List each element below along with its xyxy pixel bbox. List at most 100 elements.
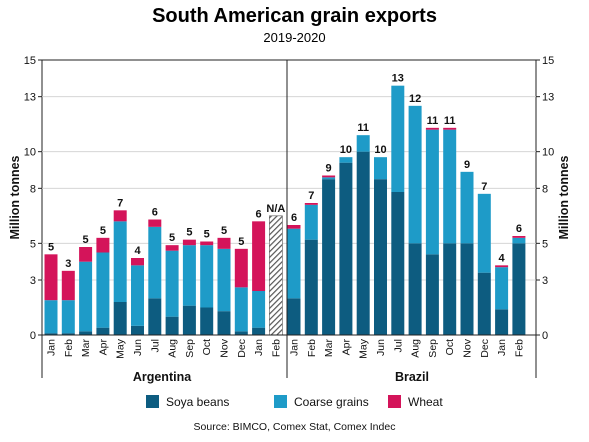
x-tick-label: Aug bbox=[167, 339, 179, 358]
data-label: 6 bbox=[516, 223, 522, 235]
bar-brazil-soya-beans bbox=[477, 272, 491, 335]
data-label: N/A bbox=[266, 203, 285, 215]
bar-brazil-coarse-grains bbox=[287, 228, 301, 299]
legend-label: Coarse grains bbox=[294, 395, 369, 409]
y-tick-label-right: 10 bbox=[542, 147, 554, 159]
x-tick-label: Nov bbox=[219, 338, 231, 357]
bar-argentina-soya-beans bbox=[79, 331, 93, 335]
bar-brazil-coarse-grains bbox=[425, 129, 439, 255]
bar-brazil-coarse-grains bbox=[512, 237, 526, 244]
data-label: 5 bbox=[238, 236, 244, 248]
bar-brazil-soya-beans bbox=[287, 298, 301, 335]
x-tick-label: Jan bbox=[496, 339, 508, 356]
bar-brazil-soya-beans bbox=[304, 239, 318, 335]
x-tick-label: Jan bbox=[253, 339, 265, 356]
data-label: 10 bbox=[374, 144, 386, 156]
x-tick-label: Dec bbox=[236, 339, 248, 358]
bar-argentina-coarse-grains bbox=[200, 245, 214, 308]
x-tick-label: Jun bbox=[375, 339, 387, 356]
x-tick-label: Mar bbox=[323, 339, 335, 358]
bar-brazil-wheat bbox=[322, 175, 336, 178]
x-tick-label: Feb bbox=[306, 339, 318, 357]
y-tick-label-left: 3 bbox=[30, 275, 36, 287]
x-tick-label: Aug bbox=[410, 339, 422, 358]
bar-argentina-coarse-grains bbox=[217, 248, 231, 312]
month-labels: Jan Feb Mar Apr May Jun Jul Aug Sep Oct Nov Dec Jan F… bbox=[46, 338, 526, 359]
y-tick-label-right: 15 bbox=[542, 55, 554, 67]
x-tick-label: May bbox=[115, 338, 127, 359]
bar-brazil-coarse-grains bbox=[443, 129, 457, 244]
bar-brazil-coarse-grains bbox=[304, 204, 318, 240]
y-axis-title-right: Million tonnes bbox=[557, 155, 571, 239]
data-label: 5 bbox=[169, 232, 175, 244]
bar-argentina-wheat bbox=[96, 237, 110, 253]
bar-brazil-soya-beans bbox=[374, 179, 387, 335]
data-label: 6 bbox=[152, 207, 158, 219]
y-tick-label-right: 8 bbox=[542, 183, 548, 195]
source-note: Source: BIMCO, Comex Stat, Comex Indec bbox=[194, 421, 396, 433]
legend-label: Soya beans bbox=[166, 395, 229, 409]
x-tick-label: Jul bbox=[149, 339, 161, 352]
bar-argentina-coarse-grains bbox=[61, 300, 75, 334]
x-tick-label: Nov bbox=[462, 338, 474, 357]
chart-title: South American grain exports bbox=[152, 5, 437, 27]
y-tick-label-left: 8 bbox=[30, 183, 36, 195]
data-label: 3 bbox=[65, 258, 71, 270]
bar-argentina-soya-beans bbox=[200, 307, 214, 335]
bar-brazil-wheat bbox=[425, 127, 439, 130]
bar-argentina-soya-beans bbox=[148, 298, 162, 335]
chart-subtitle: 2019-2020 bbox=[263, 30, 325, 45]
x-tick-label: Oct bbox=[444, 339, 456, 355]
x-tick-label: Sep bbox=[184, 339, 196, 358]
y-tick-label-left: 10 bbox=[24, 147, 36, 159]
bar-argentina-coarse-grains bbox=[131, 265, 144, 326]
x-tick-label: Feb bbox=[513, 339, 525, 357]
x-tick-label: Mar bbox=[80, 339, 92, 358]
bar-argentina-coarse-grains bbox=[79, 261, 93, 332]
y-tick-label-right: 3 bbox=[542, 275, 548, 287]
bar-argentina-wheat bbox=[234, 248, 248, 288]
bar-argentina-coarse-grains bbox=[252, 291, 266, 328]
bar-brazil-wheat bbox=[443, 127, 457, 130]
y-axis-title-left: Million tonnes bbox=[8, 155, 22, 239]
bar-brazil-wheat bbox=[512, 236, 526, 238]
bar-argentina-wheat bbox=[252, 221, 266, 291]
bar-argentina-wheat bbox=[131, 258, 144, 266]
x-tick-label: Feb bbox=[63, 339, 75, 357]
x-tick-label: Dec bbox=[479, 339, 491, 358]
bar-argentina-soya-beans bbox=[113, 302, 127, 335]
x-tick-label: Jul bbox=[392, 339, 404, 352]
bar-brazil-soya-beans bbox=[425, 254, 439, 335]
bar-brazil-soya-beans bbox=[391, 192, 405, 335]
bar-brazil-coarse-grains bbox=[374, 157, 387, 180]
data-label: 9 bbox=[464, 159, 470, 171]
bar-argentina-wheat bbox=[79, 247, 93, 262]
bar-argentina-soya-beans bbox=[252, 327, 266, 335]
data-label: 11 bbox=[444, 115, 456, 127]
data-label: 6 bbox=[291, 212, 297, 224]
data-label: 7 bbox=[481, 181, 487, 193]
bar-brazil-coarse-grains bbox=[322, 177, 336, 180]
x-tick-label: Jun bbox=[132, 339, 144, 356]
data-label: 7 bbox=[117, 197, 123, 209]
bar-argentina-wheat bbox=[200, 241, 214, 246]
bar-brazil-coarse-grains bbox=[460, 171, 474, 244]
bar-brazil-soya-beans bbox=[356, 151, 370, 335]
x-tick-label: Sep bbox=[427, 339, 439, 358]
data-label: 4 bbox=[134, 245, 141, 257]
data-label: 6 bbox=[256, 208, 262, 220]
bar-argentina-soya-beans bbox=[61, 333, 75, 335]
data-label: 12 bbox=[409, 93, 421, 105]
region-label-brazil: Brazil bbox=[395, 370, 429, 384]
bar-argentina-coarse-grains bbox=[148, 226, 162, 299]
y-tick-label-right: 5 bbox=[542, 238, 548, 250]
bar-brazil-soya-beans bbox=[443, 243, 457, 335]
bar-argentina-soya-beans bbox=[131, 325, 144, 335]
bar-brazil-soya-beans bbox=[512, 243, 526, 335]
bar-brazil-soya-beans bbox=[322, 179, 336, 335]
bar-argentina-soya-beans bbox=[44, 333, 58, 335]
bar-argentina-wheat bbox=[165, 245, 179, 251]
